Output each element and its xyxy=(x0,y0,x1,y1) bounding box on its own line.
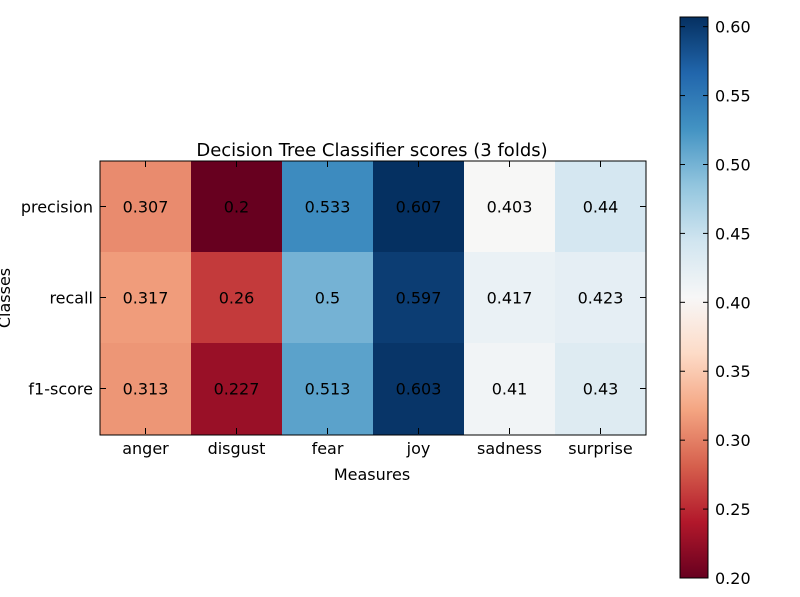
cell-value-label: 0.513 xyxy=(305,380,351,399)
y-axis-label: Classes xyxy=(0,268,14,328)
heatmap-cells xyxy=(100,161,647,435)
heatmap-cell xyxy=(191,161,283,253)
colorbar-tick-label: 0.40 xyxy=(715,293,751,312)
colorbar-tick-label: 0.20 xyxy=(715,569,751,588)
heatmap-cell xyxy=(282,343,374,435)
cell-value-label: 0.533 xyxy=(305,198,351,217)
plot-frame xyxy=(99,160,647,436)
colorbar-tick-label: 0.25 xyxy=(715,500,751,519)
cell-value-label: 0.313 xyxy=(123,380,169,399)
x-tick-labels: anger disgust fear joy sadness surprise xyxy=(122,439,632,458)
cell-value-label: 0.317 xyxy=(123,289,169,308)
heatmap-cell xyxy=(464,252,556,344)
cell-value-label: 0.607 xyxy=(396,198,442,217)
cell-value-label: 0.44 xyxy=(583,198,619,217)
y-tick-label: recall xyxy=(49,289,93,308)
heatmap-cell-labels: 0.307 0.2 0.533 0.607 0.403 0.44 0.317 0.26 0.5 0… xyxy=(123,198,624,399)
x-tick-label: fear xyxy=(312,439,344,458)
cell-value-label: 0.2 xyxy=(224,198,249,217)
heatmap-cell xyxy=(282,252,374,344)
heatmap-cell xyxy=(555,343,647,435)
cell-value-label: 0.43 xyxy=(583,380,619,399)
cell-value-label: 0.423 xyxy=(578,289,624,308)
colorbar-tick-label: 0.50 xyxy=(715,155,751,174)
colorbar-tick-label: 0.35 xyxy=(715,362,751,381)
heatmap-cell xyxy=(373,252,465,344)
y-tick-label: precision xyxy=(21,198,93,217)
chart-title: Decision Tree Classifier scores (3 folds… xyxy=(196,140,547,161)
heatmap-cell xyxy=(191,252,283,344)
x-tick-label: sadness xyxy=(477,439,542,458)
x-tick-label: disgust xyxy=(208,439,266,458)
heatmap-cell xyxy=(191,343,283,435)
heatmap-cell xyxy=(555,252,647,344)
x-axis-label: Measures xyxy=(334,465,410,484)
heatmap-cell xyxy=(464,161,556,253)
heatmap-cell xyxy=(282,161,374,253)
heatmap-cell xyxy=(373,343,465,435)
heatmap-cell xyxy=(100,343,192,435)
heatmap-cell xyxy=(373,161,465,253)
x-tick-label: surprise xyxy=(568,439,632,458)
y-tick-label: f1-score xyxy=(28,380,93,399)
heatmap-cell xyxy=(464,343,556,435)
x-tick-label: anger xyxy=(122,439,169,458)
cell-value-label: 0.603 xyxy=(396,380,442,399)
cell-value-label: 0.26 xyxy=(219,289,255,308)
y-tick-labels: precision recall f1-score xyxy=(21,198,93,399)
x-tick-label: joy xyxy=(406,439,431,458)
cell-value-label: 0.403 xyxy=(487,198,533,217)
cell-value-label: 0.41 xyxy=(492,380,528,399)
axis-ticks xyxy=(100,161,646,434)
cell-value-label: 0.307 xyxy=(123,198,169,217)
colorbar-tick-label: 0.55 xyxy=(715,87,751,106)
cell-value-label: 0.227 xyxy=(214,380,260,399)
cell-value-label: 0.5 xyxy=(315,289,340,308)
cell-value-label: 0.597 xyxy=(396,289,442,308)
colorbar-ticks: 0.20 0.25 0.30 0.35 0.40 0.45 0.50 0.55 0.60 xyxy=(680,18,751,588)
colorbar xyxy=(679,16,709,579)
colorbar-tick-label: 0.60 xyxy=(715,18,751,37)
heatmap-cell xyxy=(100,161,192,253)
cell-value-label: 0.417 xyxy=(487,289,533,308)
colorbar-tick-label: 0.45 xyxy=(715,224,751,243)
colorbar-tick-label: 0.30 xyxy=(715,431,751,450)
heatmap-cell xyxy=(555,161,647,253)
heatmap-cell xyxy=(100,252,192,344)
